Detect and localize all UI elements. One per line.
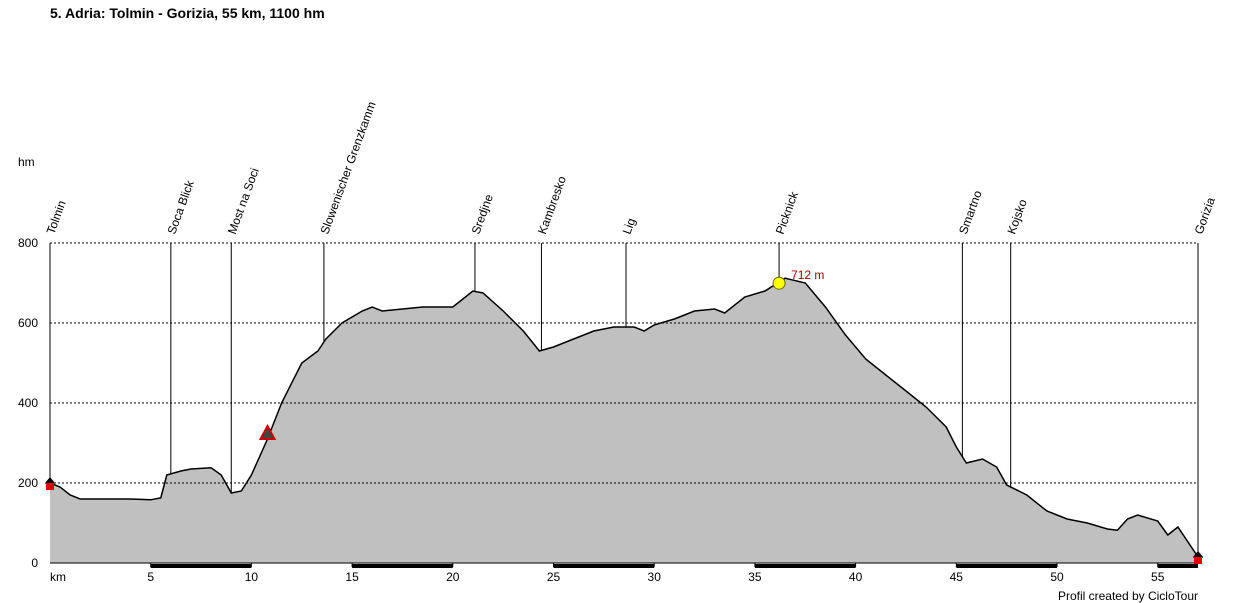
chart-title: 5. Adria: Tolmin - Gorizia, 55 km, 1100 …	[50, 5, 325, 21]
x-tick-label: 35	[748, 570, 762, 584]
x-tick-label: 55	[1151, 570, 1165, 584]
waypoint-label: Soca Blick	[165, 178, 198, 236]
x-tick-label: 45	[950, 570, 964, 584]
x-axis-band	[1157, 564, 1198, 568]
x-tick-label: 30	[648, 570, 662, 584]
profile-fill	[50, 278, 1198, 563]
x-tick-label: 10	[245, 570, 259, 584]
y-tick-label: 800	[18, 236, 38, 250]
y-tick-label: 200	[18, 476, 38, 490]
waypoint-label: Picknick	[773, 189, 802, 236]
x-axis-band	[352, 564, 453, 568]
waypoint-label: Sredjne	[469, 192, 496, 236]
y-tick-label: 400	[18, 396, 38, 410]
x-tick-label: 5	[147, 570, 154, 584]
x-tick-label: 15	[345, 570, 359, 584]
y-axis-label: hm	[18, 155, 35, 169]
waypoint-label: Kambresko	[535, 174, 569, 236]
waypoint-label: Gorizia	[1192, 195, 1218, 236]
waypoint-label: Kojsko	[1004, 197, 1030, 236]
climb-marker	[258, 423, 277, 440]
waypoint-label: Tolmin	[44, 199, 69, 236]
x-tick-label: 25	[547, 570, 561, 584]
x-tick-label: 40	[849, 570, 863, 584]
waypoint-label: Slowenischer Grenzkamm	[318, 100, 379, 236]
y-tick-label: 0	[31, 556, 38, 570]
peak-marker	[772, 276, 786, 290]
peak-label: 712 m	[791, 268, 824, 282]
x-axis-label: km	[50, 570, 66, 584]
x-tick-label: 50	[1050, 570, 1064, 584]
endpoint-square	[46, 483, 54, 490]
profile-line	[49, 277, 1199, 558]
x-axis-band	[956, 564, 1058, 568]
waypoint-label: Most na Soci	[225, 166, 262, 236]
x-tick-label: 20	[446, 570, 460, 584]
waypoint-label: Smartno	[956, 188, 985, 236]
y-tick-label: 600	[18, 316, 38, 330]
footer: Profil created by CicloTour	[1058, 589, 1198, 603]
x-axis-band	[754, 564, 856, 568]
x-axis-band	[553, 564, 655, 568]
endpoint-square	[1194, 557, 1202, 564]
waypoint-label: Lig	[620, 216, 639, 236]
x-axis-band	[150, 564, 252, 568]
